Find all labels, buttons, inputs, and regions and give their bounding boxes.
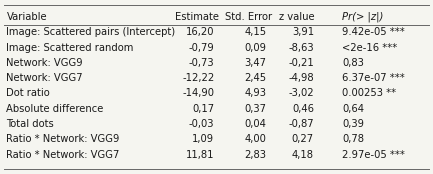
Text: 11,81: 11,81 [186,150,214,160]
Text: 3,91: 3,91 [292,27,314,37]
Text: 1,09: 1,09 [192,134,214,144]
Text: Absolute difference: Absolute difference [6,104,104,114]
Text: 0,09: 0,09 [244,42,266,53]
Text: -8,63: -8,63 [288,42,314,53]
Text: 6.37e-07 ***: 6.37e-07 *** [342,73,405,83]
Text: 2.97e-05 ***: 2.97e-05 *** [342,150,405,160]
Text: Std. Error: Std. Error [226,11,272,22]
Text: <2e-16 ***: <2e-16 *** [342,42,397,53]
Text: 4,93: 4,93 [244,88,266,98]
Text: Estimate: Estimate [175,11,219,22]
Text: 0,04: 0,04 [244,119,266,129]
Text: -0,87: -0,87 [288,119,314,129]
Text: 2,45: 2,45 [244,73,266,83]
Text: z value: z value [279,11,314,22]
Text: 0,37: 0,37 [244,104,266,114]
Text: 3,47: 3,47 [244,58,266,68]
Text: 0,39: 0,39 [342,119,364,129]
Text: Image: Scattered pairs (Intercept): Image: Scattered pairs (Intercept) [6,27,176,37]
Text: -14,90: -14,90 [182,88,214,98]
Text: Network: VGG9: Network: VGG9 [6,58,83,68]
Text: -0,03: -0,03 [189,119,214,129]
Text: 0,46: 0,46 [292,104,314,114]
Text: 4,18: 4,18 [292,150,314,160]
Text: 16,20: 16,20 [186,27,214,37]
Text: Ratio * Network: VGG7: Ratio * Network: VGG7 [6,150,120,160]
Text: -0,21: -0,21 [288,58,314,68]
Text: 0,17: 0,17 [192,104,214,114]
Text: Pr(> |z|): Pr(> |z|) [342,11,384,22]
Text: 0,78: 0,78 [342,134,364,144]
Text: 0,27: 0,27 [292,134,314,144]
Text: 0.00253 **: 0.00253 ** [342,88,396,98]
Text: 4,15: 4,15 [244,27,266,37]
Text: Network: VGG7: Network: VGG7 [6,73,83,83]
Text: -0,73: -0,73 [189,58,214,68]
Text: 0,64: 0,64 [342,104,364,114]
Text: Image: Scattered random: Image: Scattered random [6,42,134,53]
Text: -3,02: -3,02 [288,88,314,98]
Text: 2,83: 2,83 [244,150,266,160]
Text: -4,98: -4,98 [288,73,314,83]
Text: 0,83: 0,83 [342,58,364,68]
Text: Total dots: Total dots [6,119,54,129]
Text: -0,79: -0,79 [189,42,214,53]
Text: 9.42e-05 ***: 9.42e-05 *** [342,27,405,37]
Text: Ratio * Network: VGG9: Ratio * Network: VGG9 [6,134,120,144]
Text: 4,00: 4,00 [244,134,266,144]
Text: Dot ratio: Dot ratio [6,88,50,98]
Text: Variable: Variable [6,11,47,22]
Text: -12,22: -12,22 [182,73,214,83]
